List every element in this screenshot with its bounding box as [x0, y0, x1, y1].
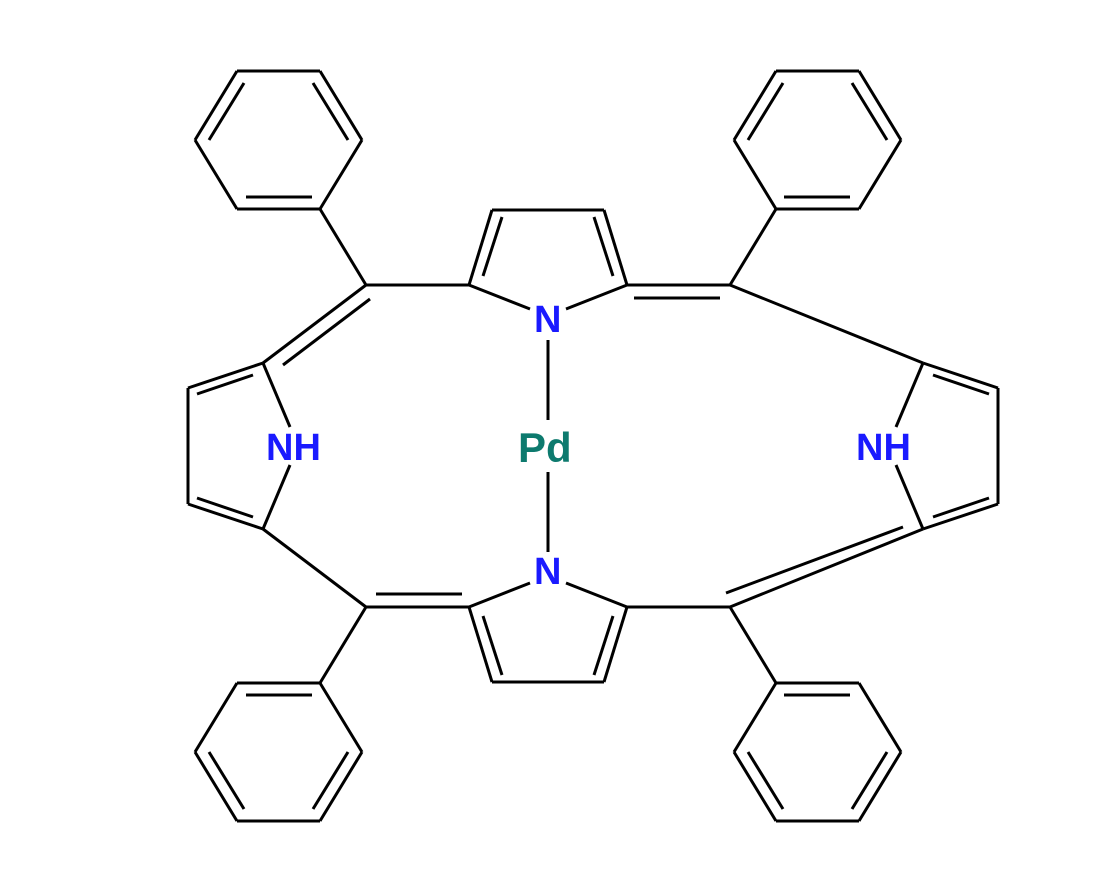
- pyrrole-top: [469, 210, 627, 309]
- atom-nh-right: NH: [856, 427, 911, 469]
- atom-n-top: N: [534, 299, 561, 341]
- phenyl-top-left: [195, 71, 366, 285]
- pyrrole-bottom: [469, 583, 627, 682]
- molecule-diagram: Pd N N NH NH: [0, 0, 1096, 892]
- pyrrole-right: [896, 363, 998, 529]
- phenyl-bottom-right: [730, 607, 901, 821]
- meso-bridges: [263, 285, 923, 607]
- atom-nh-left: NH: [266, 427, 321, 469]
- phenyl-top-right: [730, 71, 901, 285]
- atom-pd: Pd: [518, 424, 572, 471]
- atom-n-bottom: N: [534, 551, 561, 593]
- phenyl-bottom-left: [195, 607, 366, 821]
